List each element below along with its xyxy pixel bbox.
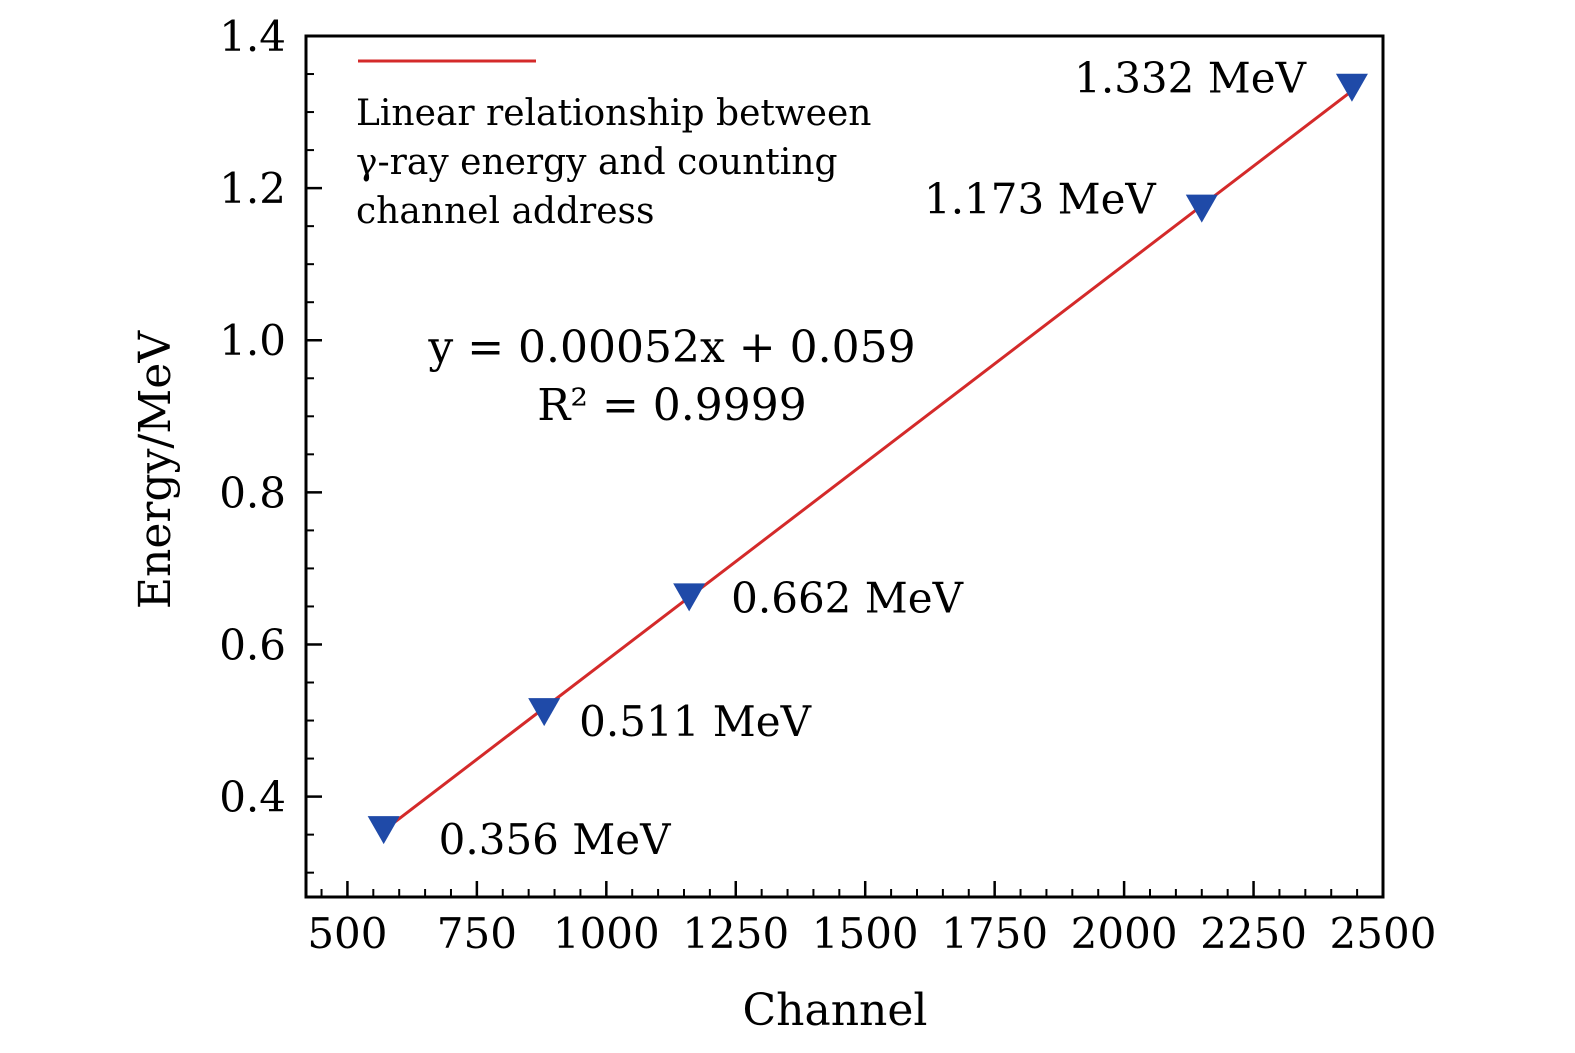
axis-ticks [306,34,1385,897]
data-marker [528,698,561,727]
x-tick-label: 1250 [682,909,789,958]
data-marker [367,816,400,845]
x-tick-label: 1000 [553,909,660,958]
x-tick-label: 1500 [812,909,919,958]
x-tick-label: 2000 [1071,909,1178,958]
y-tick-label: 1.2 [219,164,286,213]
data-marker [1185,194,1218,223]
x-tick-label: 1750 [941,909,1048,958]
x-tick-label: 750 [437,909,517,958]
data-marker [673,583,706,612]
fit-equation: y = 0.00052x + 0.059 [427,322,915,373]
y-tick-label: 0.4 [219,773,286,822]
point-label: 0.662 MeV [731,573,963,622]
point-label: 0.511 MeV [579,697,811,746]
y-axis-title: Energy/MeV [130,330,181,609]
data-marker [1335,73,1368,102]
axis-tick-labels: 500 750 1000 1250 1500 1750 2000 2250 2500 0.4 0.6… [219,12,1436,958]
point-label: 1.332 MeV [1074,54,1306,103]
legend-line-3: channel address [356,191,654,232]
y-tick-label: 1.4 [219,12,286,61]
x-tick-label: 2500 [1330,909,1437,958]
x-axis-title: Channel [742,985,927,1036]
y-tick-label: 0.6 [219,620,286,669]
y-tick-label: 0.8 [219,468,286,517]
data-markers [367,73,1368,845]
legend-line-1: Linear relationship between [356,93,871,134]
legend: Linear relationship between γ-ray energy… [356,59,871,232]
point-label: 1.173 MeV [924,175,1156,224]
x-tick-label: 2250 [1200,909,1307,958]
y-tick-label: 1.0 [219,316,286,365]
legend-line-2: γ-ray energy and counting [356,142,838,183]
x-tick-label: 500 [307,909,387,958]
point-label: 0.356 MeV [439,815,671,864]
fit-r-squared: R² = 0.9999 [537,380,807,431]
plot-frame [304,34,1385,899]
point-labels: 0.356 MeV 0.511 MeV 0.662 MeV 1.173 MeV 1.33… [439,54,1307,864]
